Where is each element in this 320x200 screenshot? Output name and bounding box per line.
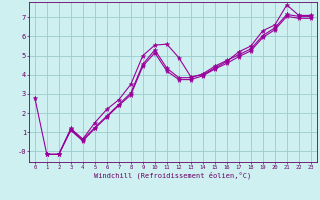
X-axis label: Windchill (Refroidissement éolien,°C): Windchill (Refroidissement éolien,°C) bbox=[94, 171, 252, 179]
